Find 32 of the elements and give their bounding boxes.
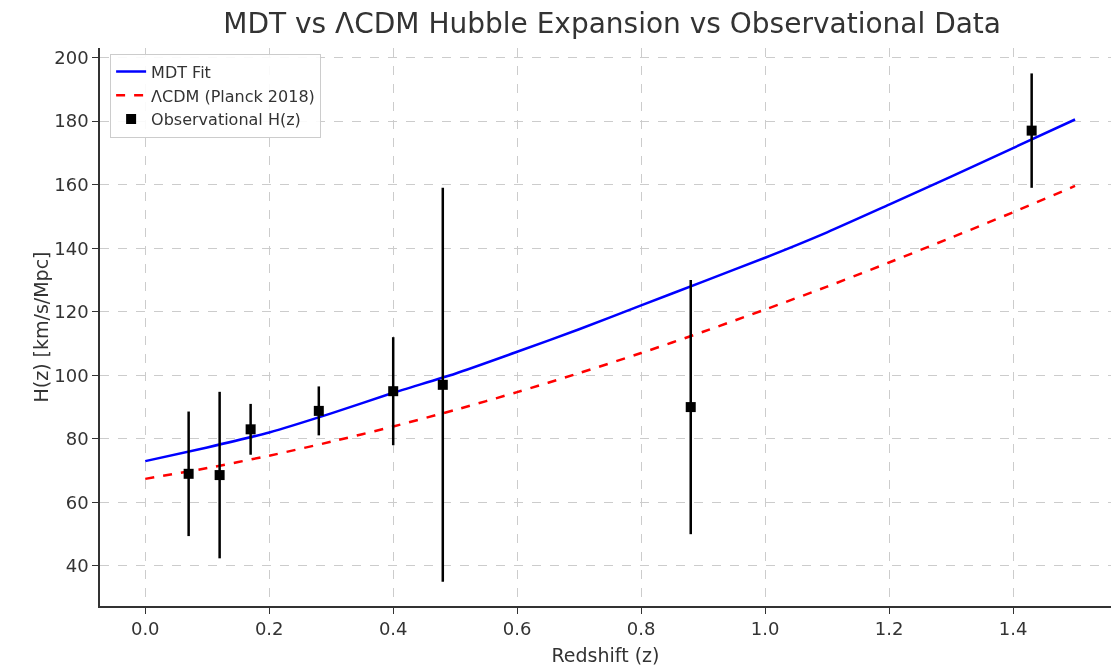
- point: [313, 405, 324, 416]
- x-tick-label: 0.8: [626, 618, 656, 640]
- x-axis-title: Redshift (z): [551, 644, 660, 666]
- y-axis-title: H(z) [km/s/Mpc]: [30, 251, 53, 403]
- x-tick-label: 1.2: [874, 618, 904, 640]
- x-tick-label: 0.6: [502, 618, 532, 640]
- point: [685, 402, 696, 413]
- y-tick-label: 100: [54, 364, 89, 386]
- y-tick-label: 160: [54, 173, 89, 195]
- y-tick-label: 80: [65, 428, 89, 450]
- y-tick-label: 60: [65, 491, 89, 513]
- x-tick-label: 1.4: [998, 618, 1028, 640]
- point: [437, 379, 448, 390]
- point: [1026, 125, 1037, 136]
- y-tick-label: 120: [54, 301, 89, 323]
- point: [245, 424, 256, 435]
- y-tick-label: 200: [54, 46, 89, 68]
- x-tick-label: 1.0: [750, 618, 780, 640]
- point: [388, 386, 399, 397]
- y-tick-label: 140: [54, 237, 89, 259]
- chart-title: MDT vs ΛCDM Hubble Expansion vs Observational Data: [223, 6, 1001, 40]
- y-tick-label: 180: [54, 110, 89, 132]
- line-series: [144, 184, 1077, 481]
- legend-label: ΛCDM (Planck 2018): [151, 86, 315, 106]
- legend-label: Observational H(z): [151, 110, 301, 130]
- point: [214, 470, 225, 481]
- point: [183, 468, 194, 479]
- legend-label: MDT Fit: [151, 62, 211, 82]
- x-tick-label: 0.2: [254, 618, 284, 640]
- y-tick-label: 40: [65, 555, 89, 577]
- x-tick-label: 0.4: [378, 618, 408, 640]
- x-tick-label: 0.0: [130, 618, 160, 640]
